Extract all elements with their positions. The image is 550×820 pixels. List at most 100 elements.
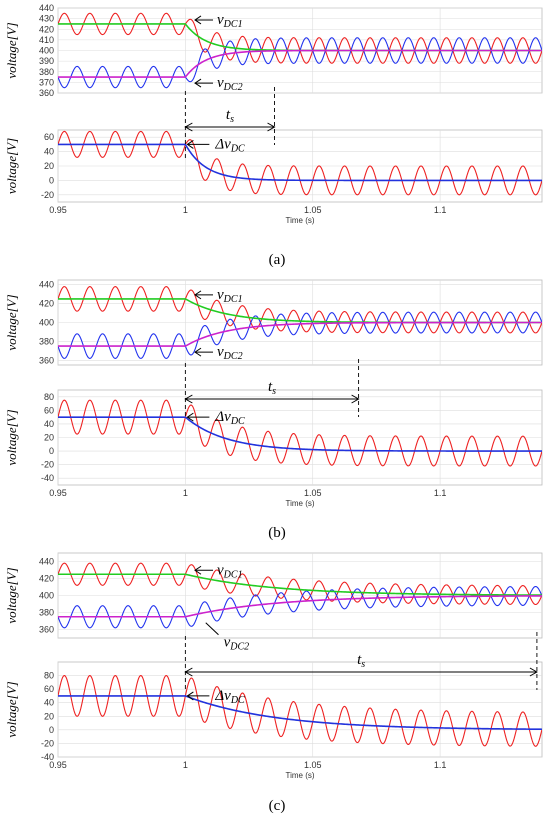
y-axis-label: voltage[V] — [4, 681, 19, 737]
traces — [58, 399, 542, 467]
x-tick-label: 1.05 — [304, 760, 322, 770]
y-tick-label: 380 — [39, 336, 54, 346]
y-tick-label: 380 — [39, 608, 54, 618]
vdc1-label-0: vDC1 — [217, 12, 243, 30]
x-tick-label: 1 — [183, 205, 188, 215]
caption-b: (b) — [268, 525, 286, 541]
y-tick-label: 440 — [39, 3, 54, 13]
y-tick-label: 80 — [44, 671, 54, 681]
traces — [58, 286, 542, 359]
y-tick-label: 0 — [49, 446, 54, 456]
panel-c-top: 360 380 400 420 440 voltage[V] — [4, 552, 543, 639]
y-tick-label: 80 — [44, 392, 54, 402]
plot-panels: 360370380390400410420430440voltage[V]-20… — [4, 3, 543, 780]
x-tick-label: 0.95 — [49, 760, 67, 770]
y-axis-label: voltage[V] — [4, 138, 19, 194]
vdc2-arrow-2 — [205, 622, 219, 636]
x-axis-title: Time (s) — [285, 499, 314, 508]
delta-arrow-2-head — [186, 691, 194, 701]
x-tick-label: 1.05 — [304, 488, 322, 498]
delta-label-0: ΔvDC — [214, 136, 245, 154]
y-axis-label: voltage[V] — [4, 294, 19, 350]
traces — [58, 130, 542, 196]
y-tick-label: 0 — [49, 175, 54, 185]
x-tick-label: 1 — [183, 760, 188, 770]
y-tick-label: 60 — [44, 132, 54, 142]
x-axis-title: Time (s) — [285, 216, 314, 225]
y-tick-label: 360 — [39, 355, 54, 365]
x-tick-label: 1.1 — [434, 488, 447, 498]
x-tick-label: 0.95 — [49, 488, 67, 498]
delta-arrow-1-head — [186, 412, 194, 422]
x-tick-label: 1.1 — [434, 760, 447, 770]
y-tick-label: 400 — [39, 318, 54, 328]
ts-span-arrow-0-head-right — [267, 122, 276, 132]
ts-span-arrow-0-head-left — [184, 122, 193, 132]
series-vDC1-average — [58, 573, 542, 596]
y-tick-label: 20 — [44, 711, 54, 721]
y-tick-label: 360 — [39, 625, 54, 635]
y-tick-label: 60 — [44, 684, 54, 694]
y-axis-label: voltage[V] — [4, 409, 19, 465]
delta-arrow-0-head — [186, 139, 194, 149]
y-tick-label: 360 — [39, 88, 54, 98]
y-tick-label: 420 — [39, 24, 54, 34]
y-tick-label: 20 — [44, 433, 54, 443]
y-tick-label: 440 — [39, 280, 54, 290]
vdc2-arrow-0-head — [194, 78, 202, 88]
caption-a: (a) — [269, 252, 286, 268]
x-tick-label: 0.95 — [49, 205, 67, 215]
ts-span-arrow-1-head-right — [351, 394, 360, 404]
y-tick-label: 40 — [44, 147, 54, 157]
series-vDC2-average — [58, 321, 542, 347]
vdc1-arrow-0-head — [194, 15, 202, 25]
x-tick-label: 1.05 — [304, 205, 322, 215]
ts-span-arrow-2-head-right — [529, 667, 538, 677]
vdc2-label-2: vDC2 — [224, 635, 250, 653]
series-ΔvDC-average — [58, 143, 542, 182]
panel-b-top: 360 380 400 420 440 voltage[V] — [4, 279, 543, 366]
x-tick-label: 1.1 — [434, 205, 447, 215]
y-tick-label: 430 — [39, 14, 54, 24]
vdc2-label-1: vDC2 — [217, 344, 243, 362]
y-tick-label: 440 — [39, 557, 54, 567]
y-tick-label: 410 — [39, 35, 54, 45]
traces — [58, 12, 542, 89]
panel-b-bottom: -40 -20 0 20 40 60 80 0.95 1 1.05 1.1 Time (s) volta… — [4, 389, 543, 508]
y-tick-label: 370 — [39, 77, 54, 87]
y-tick-label: 40 — [44, 698, 54, 708]
y-axis-label: voltage[V] — [4, 567, 19, 623]
series-vDC2-average — [58, 595, 542, 618]
x-axis-title: Time (s) — [285, 771, 314, 780]
y-tick-label: -20 — [41, 738, 54, 748]
delta-label-2: ΔvDC — [214, 688, 245, 706]
y-tick-label: 20 — [44, 161, 54, 171]
caption-c: (c) — [269, 798, 286, 814]
y-tick-label: 40 — [44, 419, 54, 429]
y-tick-label: -40 — [41, 473, 54, 483]
series-ΔvDC-average — [58, 695, 542, 731]
y-tick-label: 390 — [39, 56, 54, 66]
y-tick-label: -20 — [41, 190, 54, 200]
vdc1-arrow-1-head — [194, 290, 202, 300]
panel-a-bottom: -20 0 20 40 60 0.95 1 1.05 1.1 Time (s) voltage[V] — [4, 129, 543, 225]
vdc1-label-2: vDC1 — [217, 562, 243, 580]
y-tick-label: 0 — [49, 725, 54, 735]
y-tick-label: 400 — [39, 46, 54, 56]
ts-label-0: ts — [226, 107, 234, 125]
traces — [58, 675, 542, 747]
delta-label-1: ΔvDC — [214, 409, 245, 427]
y-tick-label: -40 — [41, 752, 54, 762]
y-tick-label: 420 — [39, 299, 54, 309]
y-axis-label: voltage[V] — [4, 22, 19, 78]
vdc1-label-1: vDC1 — [217, 287, 243, 305]
vdc2-arrow-1-head — [194, 347, 202, 357]
series-vDC2-average — [58, 49, 542, 78]
ts-span-arrow-2-head-left — [184, 667, 193, 677]
y-tick-label: -20 — [41, 460, 54, 470]
ts-label-1: ts — [268, 379, 276, 397]
y-tick-label: 380 — [39, 67, 54, 77]
ts-label-2: ts — [357, 652, 365, 670]
